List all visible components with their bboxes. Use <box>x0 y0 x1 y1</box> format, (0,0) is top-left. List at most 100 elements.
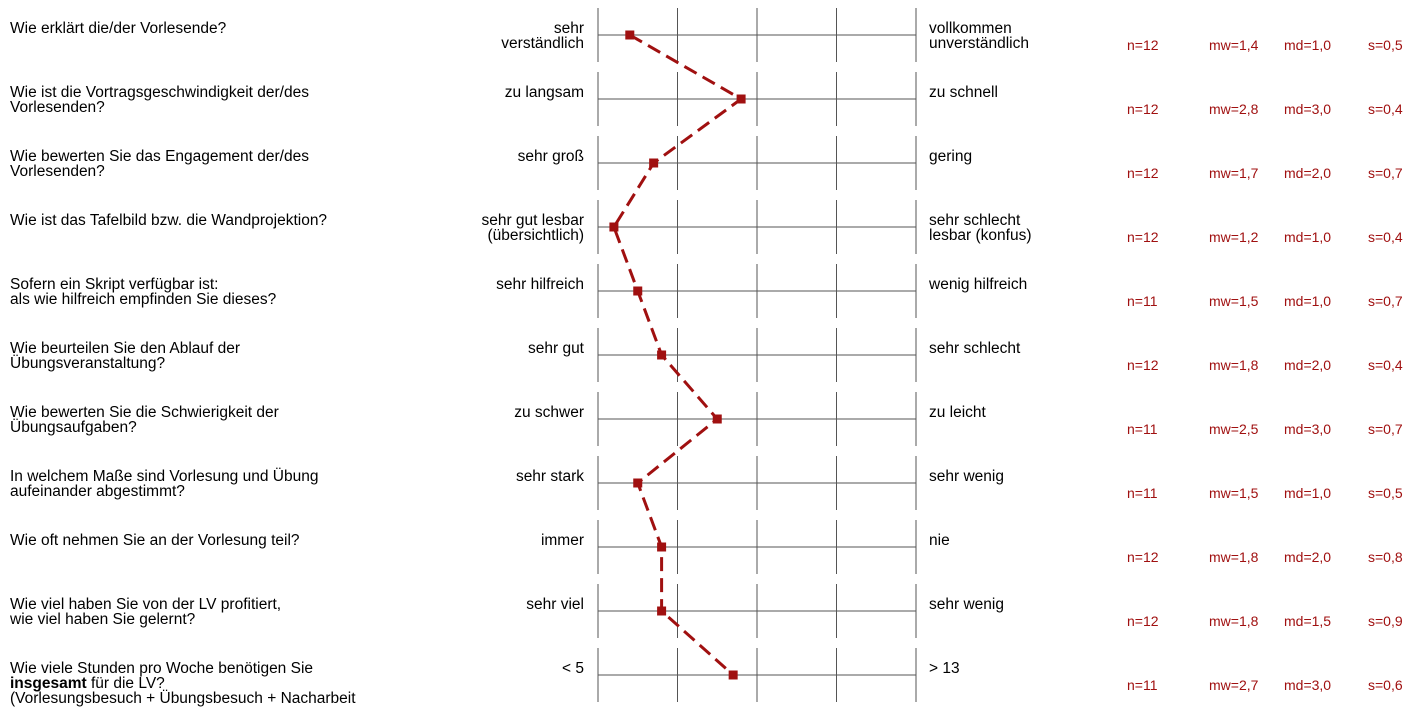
left-pole-label: sehr gut <box>384 340 584 357</box>
stat-n: n=12 <box>1127 613 1159 629</box>
left-pole-label: sehr hilfreich <box>384 277 584 293</box>
right-pole-label: zu leicht <box>929 405 1129 421</box>
text-line: > 13 <box>929 660 960 677</box>
text-line: vollkommen <box>929 20 1012 37</box>
text-line: sehr viel <box>526 596 584 613</box>
stat-mw: mw=1,8 <box>1209 613 1259 629</box>
text-line: Wie ist die Vortragsgeschwindigkeit der/… <box>10 84 309 101</box>
text-line: Wie beurteilen Sie den Ablauf der <box>10 340 241 357</box>
text-line: < 5 <box>562 660 584 677</box>
text-line: Wie erklärt die/der Vorlesende? <box>10 20 227 37</box>
text-line: sehr wenig <box>929 596 1004 613</box>
text-line: unverständlich <box>929 35 1029 52</box>
profile-point <box>736 94 746 104</box>
stat-mw: mw=2,5 <box>1209 421 1259 437</box>
left-pole-label: sehr gut lesbar (übersichtlich) <box>384 213 584 244</box>
stat-mw: mw=2,8 <box>1209 101 1259 117</box>
stat-mw: mw=2,7 <box>1209 677 1259 693</box>
left-pole-label: sehr groß <box>384 148 584 165</box>
stat-mw: mw=1,4 <box>1209 37 1259 53</box>
text-line: Vorlesenden? <box>10 163 105 180</box>
stat-mw: mw=1,5 <box>1209 485 1259 501</box>
question-text: Wie erklärt die/der Vorlesende? <box>10 20 440 37</box>
right-pole-label: sehr wenig <box>929 469 1129 485</box>
profile-point <box>657 350 667 360</box>
question-text: Wie viel haben Sie von der LV profitiert… <box>10 596 440 628</box>
right-pole-label: sehr schlecht <box>929 340 1129 357</box>
right-pole-label: wenig hilfreich <box>929 276 1129 293</box>
text-line: sehr gut <box>527 340 584 357</box>
text-line: sehr schlecht <box>929 212 1021 229</box>
left-pole-label: sehr stark <box>384 469 584 485</box>
text-line: Vorlesenden? <box>10 99 105 116</box>
left-pole-label: sehr viel <box>384 596 584 613</box>
stat-md: md=2,0 <box>1284 357 1332 373</box>
stat-s: s=0,5 <box>1368 485 1403 501</box>
question-text: Wie viele Stunden pro Woche benötigen Si… <box>10 660 440 707</box>
text-line: verständlich <box>501 35 584 52</box>
profile-point <box>633 286 643 296</box>
stat-md: md=2,0 <box>1284 165 1332 181</box>
question-text: Wie bewerten Sie die Schwierigkeit der Üb… <box>10 404 440 436</box>
text-line: sehr schlecht <box>929 340 1021 357</box>
text-line: gering <box>929 148 973 165</box>
left-pole-label: sehr verständlich <box>384 20 584 52</box>
right-pole-label: vollkommen unverständlich <box>929 20 1129 52</box>
text-line: Wie viel haben Sie von der LV profitiert… <box>10 596 282 613</box>
profile-point <box>712 414 722 424</box>
text-line: sehr <box>553 20 584 37</box>
stat-s: s=0,7 <box>1368 293 1403 309</box>
text-line: zu schwer <box>514 404 584 421</box>
profile-point <box>657 542 667 552</box>
stat-md: md=1,5 <box>1284 613 1332 629</box>
stat-mw: mw=1,8 <box>1209 549 1259 565</box>
stat-md: md=2,0 <box>1284 549 1332 565</box>
stat-n: n=12 <box>1127 549 1159 565</box>
text-line: Wie bewerten Sie die Schwierigkeit der <box>10 404 279 421</box>
stat-s: s=0,9 <box>1368 613 1403 629</box>
stat-md: md=1,0 <box>1284 485 1332 501</box>
text-line: wie viel haben Sie gelernt? <box>10 611 196 628</box>
text-line: (Vorlesungsbesuch + Übungsbesuch + Nacha… <box>10 690 356 707</box>
stat-md: md=1,0 <box>1284 229 1332 245</box>
text-line: sehr groß <box>517 148 584 165</box>
text-line: Wie ist das Tafelbild bzw. die Wandproje… <box>10 212 328 229</box>
question-text: Sofern ein Skript verfügbar ist: als wie … <box>10 276 440 308</box>
question-text: Wie bewerten Sie das Engagement der/des V… <box>10 149 440 180</box>
stat-n: n=12 <box>1127 229 1159 245</box>
stat-md: md=3,0 <box>1284 677 1332 693</box>
stat-s: s=0,4 <box>1368 229 1403 245</box>
stat-md: md=3,0 <box>1284 101 1332 117</box>
profile-point <box>649 158 659 168</box>
left-pole-label: zu langsam <box>384 84 584 101</box>
text-line: (übersichtlich) <box>487 227 584 244</box>
text-line: Sofern ein Skript verfügbar ist: <box>10 276 219 293</box>
stat-md: md=3,0 <box>1284 421 1332 437</box>
text-line: aufeinander abgestimmt? <box>10 483 185 500</box>
stat-n: n=11 <box>1127 485 1158 501</box>
text-line: zu schnell <box>929 84 998 101</box>
stat-n: n=12 <box>1127 101 1159 117</box>
right-pole-label: nie <box>929 532 1129 549</box>
text-line: In welchem Maße sind Vorlesung und Übung <box>10 468 319 485</box>
text-line: insgesamt für die LV? <box>10 675 440 692</box>
stat-s: s=0,7 <box>1368 165 1403 181</box>
left-pole-label: immer <box>384 533 584 549</box>
stat-s: s=0,5 <box>1368 37 1403 53</box>
stat-mw: mw=1,5 <box>1209 293 1259 309</box>
profile-point <box>625 30 635 40</box>
text-line: nie <box>929 532 950 549</box>
emphasis: insgesamt <box>10 675 87 692</box>
question-text: Wie beurteilen Sie den Ablauf der Übungsv… <box>10 340 440 372</box>
text-line: wenig hilfreich <box>929 276 1028 293</box>
stat-s: s=0,4 <box>1368 101 1403 117</box>
text-line: Wie viele Stunden pro Woche benötigen Si… <box>10 660 314 677</box>
text-line: zu langsam <box>504 84 584 101</box>
question-text: Wie oft nehmen Sie an der Vorlesung teil… <box>10 533 440 549</box>
profile-point <box>609 222 619 232</box>
right-pole-label: > 13 <box>929 660 1129 677</box>
stat-md: md=1,0 <box>1284 37 1332 53</box>
question-text: Wie ist die Vortragsgeschwindigkeit der/… <box>10 84 440 116</box>
stat-mw: mw=1,2 <box>1209 229 1259 245</box>
